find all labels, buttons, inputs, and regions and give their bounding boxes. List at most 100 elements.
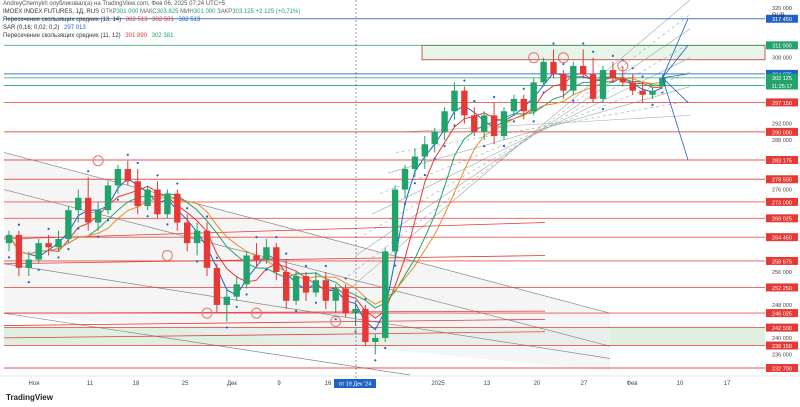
candle-body [490,115,498,136]
indicator-value: 302 513 [178,17,201,23]
sloped-level-line [3,310,546,314]
candle-body [154,189,161,215]
price-label: 246 025 [772,311,792,317]
x-tick-label: Ноя [29,381,40,387]
price-label-bg [766,73,798,82]
publish-info-text: AndreyChernykh опубликовал(а) на Trading… [3,1,225,7]
price-label: 290 000 [772,130,792,136]
price-label: 232 700 [772,366,792,372]
candle-body [55,239,62,248]
candle-body [213,267,221,305]
x-tick-label: 17 [724,381,731,387]
candle-body [203,230,211,268]
indicator-value: 302 501 [152,17,174,23]
sar-dot [532,120,535,123]
candle-body [500,111,508,136]
fan-line [403,115,691,133]
sar-dot [215,256,218,259]
sar-dot [334,318,337,321]
price-label-bg [766,98,798,107]
candle-body [510,98,518,112]
indicator-name[interactable]: Пересечение скользящих средних (11, 12) [3,33,121,39]
pivot-marker [330,315,342,327]
y-tick-label: 308 000 [772,56,792,62]
pivot-marker [161,249,173,261]
indicator-value: 297 013 [64,25,86,31]
currency-label[interactable]: RUB [772,13,785,19]
crosshair-date-label: пт 19 Дек '24 [339,382,372,388]
candle-body [461,90,468,116]
close-label: ЗАКР [217,9,233,15]
sar-dot [304,264,308,268]
candle-body [193,230,201,244]
sar-dot [403,202,407,205]
y-tick-label: 320 000 [772,6,792,12]
pivot-marker [201,307,213,319]
sloped-level-line [3,331,546,339]
fan-line [371,57,691,215]
price-label: 252 250 [772,286,792,292]
sar-dot [37,268,40,271]
forecast-arrow [662,18,689,78]
indicator-name[interactable]: Пересечение скользящих средних (13, 14) [3,17,122,23]
sar-dot [592,50,595,53]
candle-body [570,65,577,91]
crosshair-date-bg [334,379,376,388]
forecast-arrow [662,77,689,103]
forecast-arrow [662,73,689,79]
sar-dot [611,54,615,57]
sar-dot [324,264,327,268]
sar-dot [166,223,169,226]
candle-body [114,168,122,186]
candle-body [391,189,399,252]
candle-body [134,181,141,207]
sar-dot [443,145,446,148]
symbol-legend[interactable]: IMOEX INDEX FUTURES, 1Д, RUS ОТКР301 000… [3,9,300,16]
x-tick-label: 25 [182,381,189,387]
sar-dot [354,330,357,333]
sar-dot [295,309,298,313]
indicator-ma-11-12[interactable]: Пересечение скользящих средних (11, 12) … [3,33,173,40]
candle-body [65,210,72,240]
channel-line [3,312,411,376]
x-tick-label: 11 [87,381,94,387]
candle-body [441,111,448,132]
sar-dot [136,161,139,165]
sar-dot [344,277,347,280]
indicator-ma-13-14[interactable]: Пересечение скользящих средних (13, 14) … [3,17,200,24]
fan-line [355,28,691,256]
forecast-arrow [662,45,689,79]
sar-dot [374,359,377,362]
sar-dot [384,346,387,350]
price-label: 297 150 [772,101,792,107]
sar-dot [661,91,664,94]
sar-dot [413,182,416,185]
x-tick-label: Дек [227,381,237,387]
x-tick-label: 27 [581,381,588,387]
sar-dot [572,99,575,102]
indicator-sar[interactable]: SAR (0,16; 0,02; 0,2) 297 013 [3,25,86,32]
sar-dot [493,95,496,99]
tradingview-logo[interactable]: TradingView [6,393,53,402]
y-tick-label: 288 000 [772,138,792,144]
candle-body [481,115,488,132]
x-tick-label: 20 [534,381,541,387]
indicator-name[interactable]: SAR (0,16; 0,02; 0,2) [3,25,60,31]
sar-dot [47,227,50,230]
sar-dot [314,301,317,304]
sar-dot [97,235,100,238]
sar-dot [651,103,654,107]
high-label: МАКС [139,9,157,15]
candle-body [45,243,52,248]
sloped-level-line [3,318,546,326]
y-tick-label: 256 000 [772,270,792,276]
candle-body [35,243,42,260]
sar-dot [196,260,199,263]
low-label: МИН [180,9,194,15]
price-label: 283 175 [772,158,792,164]
sar-dot [255,236,258,239]
sar-dot [87,170,90,173]
price-label: 11:25:17 [771,84,792,90]
symbol-name[interactable]: IMOEX INDEX FUTURES, 1Д, RUS [3,9,100,15]
